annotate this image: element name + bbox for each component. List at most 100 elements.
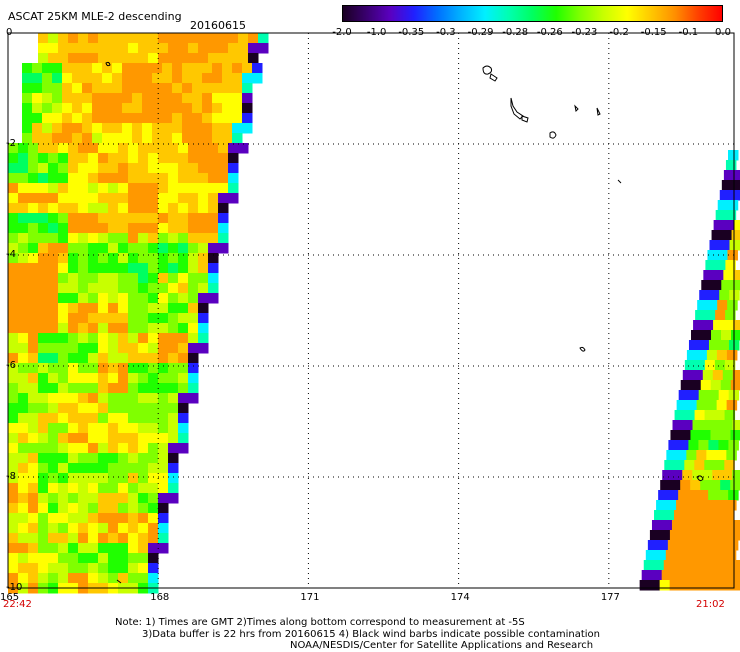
swath-cell	[178, 433, 189, 444]
swath-cell	[8, 473, 19, 484]
swath-cell	[48, 433, 59, 444]
swath-cell	[98, 433, 109, 444]
swath-cell	[178, 233, 189, 244]
swath-cell	[687, 540, 699, 551]
swath-cell	[88, 283, 99, 294]
swath-cell	[671, 520, 683, 531]
swath-cell	[118, 383, 129, 394]
latitude-label: -8	[6, 471, 16, 482]
swath-cell	[38, 293, 49, 304]
swath-cell	[192, 83, 203, 94]
swath-cell	[138, 143, 149, 154]
swath-cell	[718, 390, 730, 401]
swath-cell	[18, 253, 29, 264]
swath-cell	[138, 233, 149, 244]
swath-cell	[38, 513, 49, 524]
swath-cell	[28, 373, 39, 384]
swath-cell	[102, 73, 113, 84]
swath-cell	[78, 423, 89, 434]
swath-cell	[138, 403, 149, 414]
swath-cell	[48, 403, 59, 414]
swath-cell	[118, 363, 129, 374]
swath-cell	[18, 463, 29, 474]
swath-cell	[38, 493, 49, 504]
swath-cell	[88, 233, 99, 244]
swath-cell	[731, 180, 740, 191]
swath-cell	[72, 103, 83, 114]
swath-cell	[178, 143, 189, 154]
swath-cell	[692, 370, 704, 381]
swath-cell	[665, 550, 677, 561]
swath-cell	[88, 53, 99, 64]
swath-cell	[188, 233, 199, 244]
swath-cell	[38, 373, 49, 384]
swath-cell	[48, 363, 59, 374]
swath-cell	[158, 183, 169, 194]
swath-cell	[48, 203, 59, 214]
longitude-label: 165	[0, 592, 20, 603]
swath-cell	[709, 240, 721, 251]
swath-cell	[78, 363, 89, 374]
swath-cell	[88, 563, 99, 574]
swath-cell	[8, 453, 19, 464]
swath-cell	[58, 473, 69, 484]
swath-cell	[68, 303, 79, 314]
swath-cell	[128, 193, 139, 204]
swath-cell	[188, 203, 199, 214]
swath-cell	[8, 343, 19, 354]
swath-cell	[148, 293, 159, 304]
swath-cell	[728, 490, 739, 501]
swath-cell	[202, 93, 213, 104]
swath-cell	[152, 63, 163, 74]
swath-cell	[212, 123, 223, 134]
swath-cell	[48, 443, 59, 454]
swath-cell	[38, 203, 49, 214]
swath-cell	[8, 553, 19, 564]
swath-cell	[222, 83, 233, 94]
swath-cell	[92, 83, 103, 94]
swath-cell	[128, 483, 139, 494]
swath-cell	[92, 93, 103, 104]
swath-cell	[128, 553, 139, 564]
swath-cell	[162, 73, 173, 84]
swath-cell	[675, 550, 687, 561]
swath-cell	[168, 493, 179, 504]
swath-cell	[68, 173, 79, 184]
swath-cell	[148, 203, 159, 214]
swath-cell	[108, 193, 119, 204]
swath-cell	[52, 103, 63, 114]
swath-cell	[138, 323, 149, 334]
swath-cell	[178, 213, 189, 224]
swath-cell	[182, 63, 193, 74]
swath-cell	[182, 113, 193, 124]
swath-cell	[228, 173, 239, 184]
swath-cell	[28, 203, 39, 214]
swath-cell	[48, 453, 59, 464]
swath-cell	[138, 173, 149, 184]
swath-cell	[192, 93, 203, 104]
swath-cell	[222, 123, 233, 134]
swath-cell	[701, 330, 712, 341]
swath-cell	[693, 320, 704, 331]
swath-cell	[72, 133, 83, 144]
swath-cell	[158, 433, 169, 444]
swath-cell	[714, 360, 726, 371]
swath-cell	[719, 530, 731, 541]
swath-cell	[218, 173, 229, 184]
swath-cell	[138, 453, 149, 464]
swath-cell	[178, 223, 189, 234]
swath-cell	[681, 570, 693, 581]
swath-cell	[694, 460, 705, 471]
swath-cell	[138, 333, 149, 344]
swath-cell	[78, 253, 89, 264]
swath-cell	[118, 543, 129, 554]
swath-cell	[88, 193, 99, 204]
swath-cell	[720, 480, 731, 491]
swath-cell	[48, 423, 59, 434]
swath-cell	[138, 433, 149, 444]
swath-cell	[98, 43, 109, 54]
swath-cell	[18, 533, 29, 544]
swath-cell	[664, 460, 675, 471]
swath-cell	[182, 123, 193, 134]
swath-cell	[112, 83, 123, 94]
